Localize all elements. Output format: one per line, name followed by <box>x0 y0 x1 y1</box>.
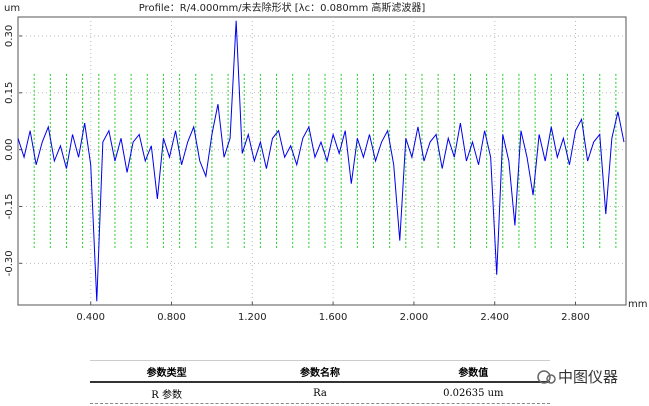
x-tick-label: 2.000 <box>400 312 429 323</box>
y-tick-label: 0.00 <box>4 138 15 160</box>
table: 参数类型 参数名称 参数值 R 参数 Ra 0.02635 um <box>90 360 550 404</box>
y-axis-label: um <box>4 3 20 14</box>
x-tick-label: 0.400 <box>76 312 105 323</box>
table-header: 参数类型 参数名称 参数值 <box>90 360 550 383</box>
y-tick-label: 0.15 <box>4 82 15 104</box>
plot-frame <box>17 16 627 306</box>
chart: um Profile：R/4.000mm/未去除形状 [λc：0.080mm 高… <box>4 1 647 323</box>
table-row: R 参数 Ra 0.02635 um <box>90 383 550 404</box>
x-tick-label: 2.400 <box>480 312 509 323</box>
x-tick-label: 2.800 <box>561 312 590 323</box>
header-cell: 参数值 <box>458 367 489 379</box>
cell: Ra <box>313 387 327 399</box>
x-axis-label: mm <box>628 299 647 310</box>
cell: 0.02635 um <box>443 387 504 399</box>
header-cell: 参数类型 <box>146 367 187 379</box>
x-tick-label: 0.800 <box>157 312 186 323</box>
watermark-text: 中图仪器 <box>558 368 619 386</box>
watermark: 中图仪器 <box>536 366 618 387</box>
watermark-icon <box>537 369 556 384</box>
y-tick-label: 0.30 <box>4 25 15 47</box>
y-tick-label: -0.15 <box>4 194 15 220</box>
cell: R 参数 <box>151 389 183 401</box>
y-tick-label: -0.30 <box>4 250 15 276</box>
header-cell: 参数名称 <box>299 367 340 379</box>
chart-title: Profile：R/4.000mm/未去除形状 [λc：0.080mm 高斯滤波… <box>139 1 426 14</box>
x-tick-label: 1.600 <box>319 312 348 323</box>
profile-line <box>17 20 625 302</box>
x-tick-label: 1.200 <box>238 312 267 323</box>
